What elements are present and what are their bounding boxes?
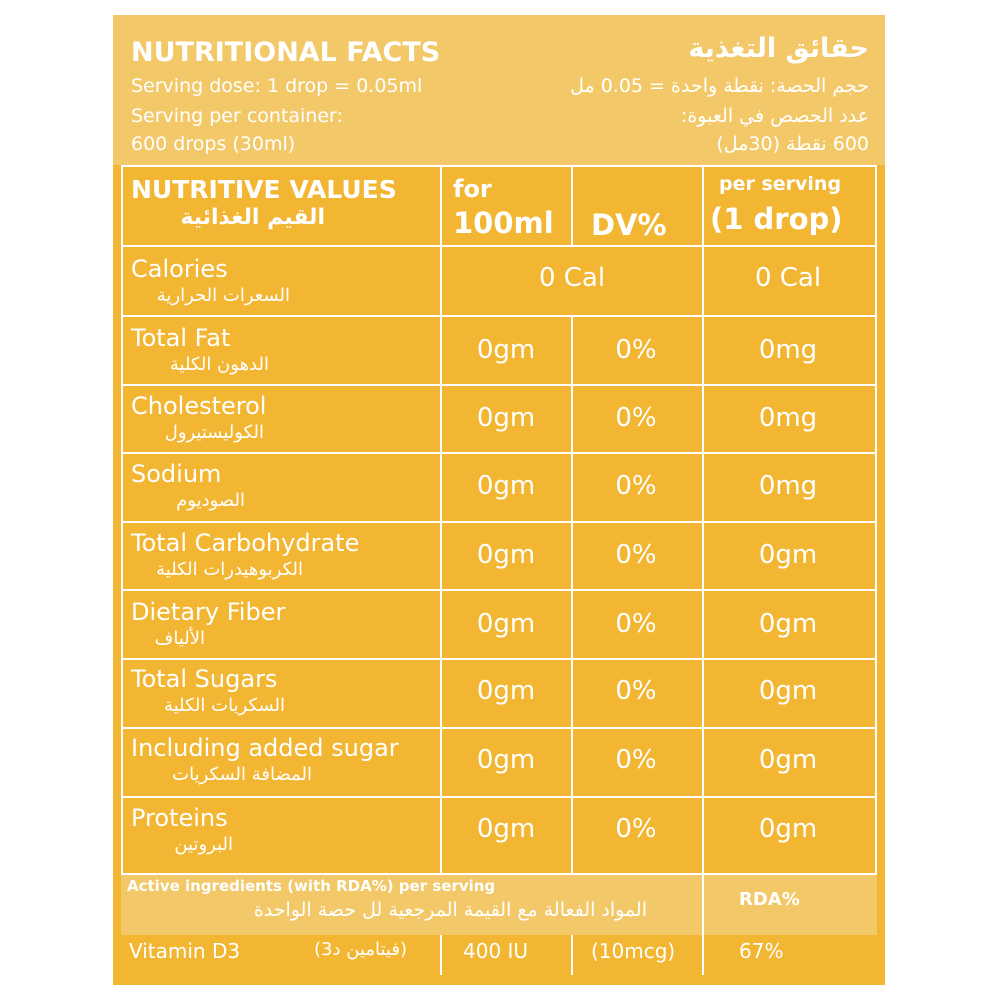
value-per-serving: 0gm bbox=[758, 814, 818, 844]
row-line-10 bbox=[121, 873, 877, 875]
vitamin-name-en: Vitamin D3 bbox=[129, 939, 241, 963]
nutrient-name-en: Cholesterol bbox=[131, 392, 267, 420]
value-per-serving: 0gm bbox=[758, 609, 818, 639]
value-per-serving: 0mg bbox=[758, 335, 818, 365]
value-per-100ml: 0gm bbox=[476, 676, 536, 706]
nutrient-name-en: Sodium bbox=[131, 460, 222, 488]
col-divider-3 bbox=[702, 165, 704, 975]
servings-en-line1: Serving per container: bbox=[131, 105, 343, 127]
nutrient-name-ar: الكوليستيرول bbox=[164, 422, 264, 443]
value-dv: 0% bbox=[615, 403, 657, 433]
serving-dose-en: Serving dose: 1 drop = 0.05ml bbox=[131, 75, 423, 97]
active-ingredients-en: Active ingredients (with RDA%) per servi… bbox=[127, 877, 496, 895]
servings-ar-line2: 600 نقطة (30مل) bbox=[716, 133, 869, 155]
one-drop-label: (1 drop) bbox=[710, 202, 843, 236]
value-per-serving: 0 Cal bbox=[754, 263, 822, 293]
nutrient-name-en: Total Carbohydrate bbox=[131, 529, 360, 557]
nutrient-name-ar: السعرات الحرارية bbox=[156, 285, 290, 306]
nutrient-name-en: Including added sugar bbox=[131, 734, 399, 762]
table-border-right bbox=[875, 165, 877, 875]
active-band-divider bbox=[702, 875, 704, 935]
col-divider-2-vitamin bbox=[571, 935, 573, 975]
value-dv: 0% bbox=[615, 540, 657, 570]
row-line-0 bbox=[121, 165, 877, 167]
rda-header: RDA% bbox=[739, 889, 800, 910]
nutrient-name-en: Calories bbox=[131, 255, 228, 283]
value-dv: 0% bbox=[615, 609, 657, 639]
value-dv: 0% bbox=[615, 745, 657, 775]
value-per-100ml: 0gm bbox=[476, 471, 536, 501]
col-divider-1 bbox=[440, 165, 442, 975]
serving-dose-ar: حجم الحصة: نقطة واحدة = 0.05 مل bbox=[570, 75, 869, 97]
value-per-100ml: 0gm bbox=[476, 335, 536, 365]
row-line-1 bbox=[121, 245, 877, 247]
row-line-2 bbox=[121, 315, 877, 317]
value-dv: 0% bbox=[615, 471, 657, 501]
col-divider-2-body bbox=[571, 315, 573, 875]
nutritive-values-en: NUTRITIVE VALUES bbox=[131, 175, 397, 204]
table-border-left bbox=[121, 165, 123, 875]
nutrient-name-ar: الكربوهيدرات الكلية bbox=[156, 559, 303, 580]
nutrient-name-ar: الدهون الكلية bbox=[169, 354, 269, 375]
for-label: for bbox=[453, 175, 492, 203]
value-per-serving: 0gm bbox=[758, 540, 818, 570]
vitamin-rda-value: 67% bbox=[739, 939, 784, 963]
dv-header: DV% bbox=[591, 208, 667, 242]
value-dv: 0% bbox=[615, 335, 657, 365]
value-per-serving: 0mg bbox=[758, 403, 818, 433]
value-per-serving: 0gm bbox=[758, 745, 818, 775]
title-en: NUTRITIONAL FACTS bbox=[131, 37, 441, 68]
row-line-9 bbox=[121, 796, 877, 798]
vitamin-amount-mcg: (10mcg) bbox=[591, 939, 676, 963]
nutrition-label: NUTRITIONAL FACTS حقائق التغذية Serving … bbox=[113, 15, 885, 985]
value-dv: 0% bbox=[615, 676, 657, 706]
row-line-5 bbox=[121, 521, 877, 523]
per-serving-label: per serving bbox=[719, 173, 842, 195]
value-per-100ml: 0gm bbox=[476, 403, 536, 433]
row-line-7 bbox=[121, 658, 877, 660]
value-per-100ml: 0gm bbox=[476, 745, 536, 775]
active-ingredients-band bbox=[121, 875, 877, 935]
row-line-3 bbox=[121, 384, 877, 386]
nutrient-name-ar: البروتين bbox=[174, 834, 233, 855]
nutrient-name-ar: المضافة السكريات bbox=[172, 764, 312, 785]
value-per-100ml: 0gm bbox=[476, 609, 536, 639]
vitamin-amount-iu: 400 IU bbox=[463, 939, 529, 963]
active-ingredients-ar: المواد الفعالة مع القيمة المرجعية لل حصة… bbox=[253, 899, 647, 921]
value-per-100ml: 0gm bbox=[476, 814, 536, 844]
servings-en-line2: 600 drops (30ml) bbox=[131, 133, 296, 155]
per-100ml-label: 100ml bbox=[453, 206, 554, 240]
nutrient-name-ar: السكريات الكلية bbox=[163, 695, 285, 716]
col-divider-2-head bbox=[571, 165, 573, 245]
value-dv: 0% bbox=[615, 814, 657, 844]
value-per-100ml: 0gm bbox=[476, 540, 536, 570]
value-per-serving: 0gm bbox=[758, 676, 818, 706]
label-header: NUTRITIONAL FACTS حقائق التغذية Serving … bbox=[113, 15, 885, 165]
row-line-4 bbox=[121, 452, 877, 454]
nutritive-values-ar: القيم الغذائية bbox=[180, 205, 325, 230]
nutrient-name-en: Proteins bbox=[131, 804, 228, 832]
nutrient-name-en: Total Sugars bbox=[131, 665, 278, 693]
value-per-100ml: 0 Cal bbox=[538, 263, 606, 293]
nutrient-name-en: Dietary Fiber bbox=[131, 598, 286, 626]
nutrient-name-ar: الصوديوم bbox=[176, 490, 245, 511]
nutrient-name-ar: الألياف bbox=[154, 628, 205, 649]
nutrient-name-en: Total Fat bbox=[131, 324, 231, 352]
row-line-6 bbox=[121, 589, 877, 591]
servings-ar-line1: عدد الحصص في العبوة: bbox=[680, 105, 869, 127]
row-line-8 bbox=[121, 727, 877, 729]
value-per-serving: 0mg bbox=[758, 471, 818, 501]
title-ar: حقائق التغذية bbox=[688, 33, 869, 64]
vitamin-name-ar: (فيتامين د3) bbox=[314, 939, 407, 960]
